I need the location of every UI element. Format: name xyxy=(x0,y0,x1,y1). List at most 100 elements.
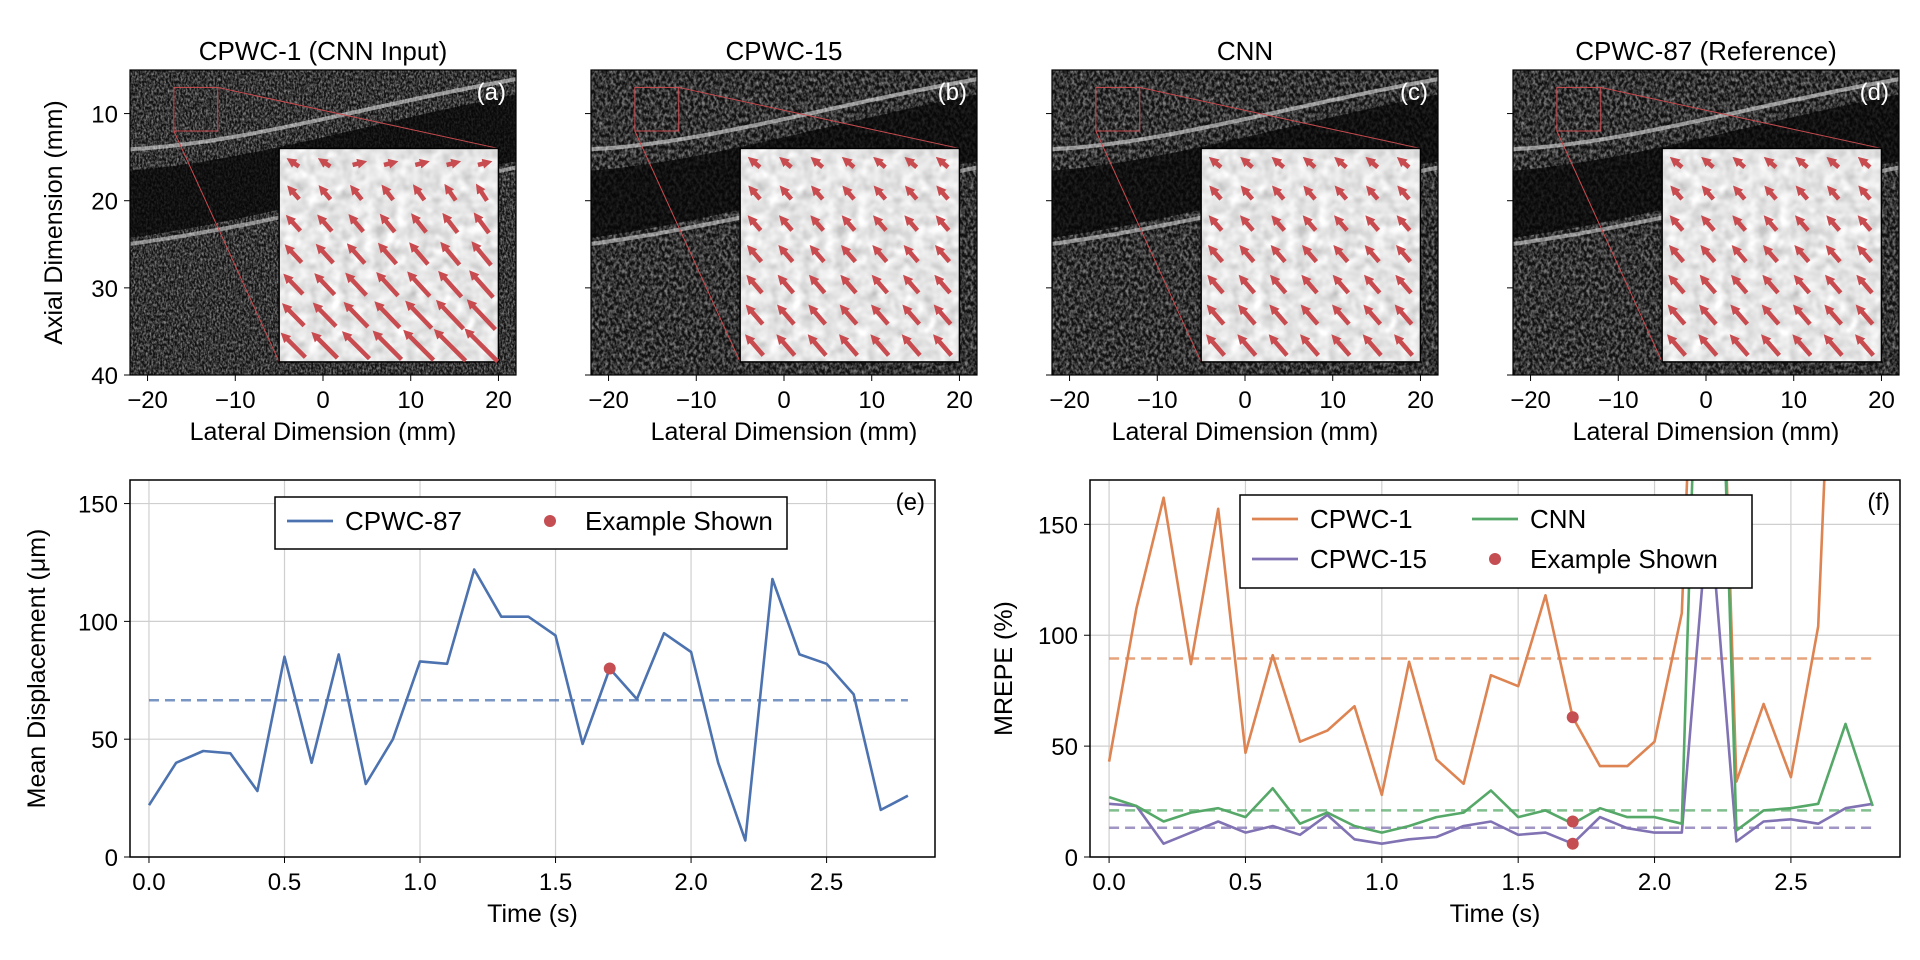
x-tick-label: 0 xyxy=(1699,387,1712,414)
quiver-arrow xyxy=(1302,156,1317,169)
x-tick-label: 2.5 xyxy=(1774,869,1807,896)
quiver-arrow xyxy=(1303,185,1317,201)
quiver-arrow xyxy=(1300,304,1320,326)
quiver-arrow xyxy=(1271,215,1287,232)
y-tick-label: 100 xyxy=(1038,623,1078,650)
zoom-connector-line xyxy=(1095,130,1202,363)
quiver-arrow xyxy=(1333,215,1349,232)
series-line-cpwc-87 xyxy=(147,568,909,842)
y-tick-label: 20 xyxy=(91,189,118,216)
x-tick-label: 0.5 xyxy=(1229,869,1262,896)
quiver-arrow xyxy=(779,156,793,169)
x-tick-label: 0 xyxy=(777,387,790,414)
quiver-arrow xyxy=(840,274,858,295)
quiver-arrow xyxy=(1269,304,1289,326)
quiver-arrow xyxy=(1825,245,1842,264)
quiver-arrow xyxy=(383,158,399,169)
quiver-arrow xyxy=(1237,334,1258,357)
zoom-region-box xyxy=(634,86,680,132)
quiver-arrow xyxy=(1209,185,1223,201)
zoom-connector-line xyxy=(217,86,499,149)
quiver-arrow xyxy=(1271,156,1286,169)
panel-label: (b) xyxy=(938,79,967,106)
panel-title: CPWC-87 (Reference) xyxy=(1575,36,1837,66)
legend: CPWC-87 Example Shown xyxy=(274,496,788,550)
quiver-arrow xyxy=(1240,156,1254,169)
legend-label: CPWC-87 xyxy=(345,506,462,536)
quiver-arrow xyxy=(446,158,462,169)
quiver-arrow xyxy=(283,273,305,296)
quiver-arrow xyxy=(1365,156,1380,169)
quiver-arrow xyxy=(403,329,436,362)
quiver-arrow xyxy=(1669,215,1685,232)
quiver-arrow xyxy=(902,274,921,295)
quiver-arrow xyxy=(285,214,303,233)
quiver-arrow xyxy=(444,183,458,202)
quiver-arrow xyxy=(411,213,428,234)
quiver-arrow xyxy=(1732,215,1748,232)
quiver-arrow xyxy=(1826,156,1841,169)
quiver-arrow xyxy=(1206,304,1226,326)
y-tick-label: 100 xyxy=(78,609,118,636)
quiver-arrow xyxy=(287,185,301,201)
quiver-arrow xyxy=(746,245,764,264)
wall-echo-top xyxy=(1051,77,1439,152)
x-tick-label: 0 xyxy=(316,387,329,414)
legend: CPWC-1 CPWC-15 CNN Example Shown xyxy=(1239,494,1753,589)
quiver-arrow xyxy=(405,300,434,330)
quiver-arrow xyxy=(1792,334,1813,357)
wall-echo-top xyxy=(1512,77,1900,152)
quiver-arrow xyxy=(477,158,493,169)
quiver-arrow xyxy=(435,299,466,331)
zoom-region-box xyxy=(1556,86,1602,132)
x-tick-label: 1.5 xyxy=(1501,869,1534,896)
quiver-arrow xyxy=(374,301,402,330)
image-panels-row: CPWC-1 (CNN Input) (a) −20 −10 0 10 20 Lateral … xyxy=(40,36,1900,446)
quiver-arrow xyxy=(841,156,856,169)
quiver-arrow xyxy=(1824,274,1843,295)
quiver-arrow xyxy=(1762,274,1780,295)
quiver-arrow xyxy=(280,332,307,359)
panel-label: (f) xyxy=(1867,489,1890,516)
legend-label: CPWC-15 xyxy=(1310,544,1427,574)
quiver-arrow xyxy=(348,214,366,233)
zoom-connector-line xyxy=(1600,86,1882,149)
quiver-arrow xyxy=(440,241,462,267)
image-panel-a: CPWC-1 (CNN Input) (a) −20 −10 0 10 20 Lateral … xyxy=(40,36,517,446)
quiver-arrow xyxy=(1363,304,1383,326)
x-tick-label: 10 xyxy=(858,387,885,414)
panel-title: CNN xyxy=(1217,36,1273,66)
series-line-cnn xyxy=(1108,480,1874,834)
panel-label: (a) xyxy=(477,79,506,106)
quiver-arrow xyxy=(1395,245,1413,264)
x-tick-label: 20 xyxy=(1407,387,1434,414)
quiver-arrow xyxy=(1794,245,1811,264)
quiver-arrow xyxy=(1365,215,1381,232)
quiver-arrow xyxy=(934,274,952,295)
y-axis-label: Mean Displacement (μm) xyxy=(23,529,51,809)
quiver-arrow xyxy=(1334,185,1349,201)
example-shown-point xyxy=(1566,837,1579,850)
legend-marker-example xyxy=(544,515,556,527)
quiver-arrow xyxy=(1764,185,1778,201)
quiver-arrow xyxy=(311,331,340,360)
quiver-arrow xyxy=(777,304,796,326)
quiver-arrow xyxy=(341,331,372,361)
quiver-arrow xyxy=(345,272,368,297)
axes-frame xyxy=(1089,479,1901,858)
quiver-arrow xyxy=(871,304,890,326)
quiver-arrow xyxy=(315,243,335,265)
quiver-arrow xyxy=(1362,334,1383,357)
zoom-connector-line xyxy=(634,130,741,363)
quiver-arrow xyxy=(1302,215,1318,232)
quiver-arrow xyxy=(282,303,306,328)
quiver-arrow xyxy=(1857,215,1873,232)
quiver-arrow xyxy=(1701,156,1715,169)
quiver-arrow xyxy=(473,212,491,235)
quiver-arrow xyxy=(352,158,368,169)
x-tick-label: 0.0 xyxy=(1092,869,1125,896)
quiver-arrow xyxy=(317,214,334,233)
quiver-arrow xyxy=(1855,334,1876,357)
quiver-arrow xyxy=(873,156,887,169)
